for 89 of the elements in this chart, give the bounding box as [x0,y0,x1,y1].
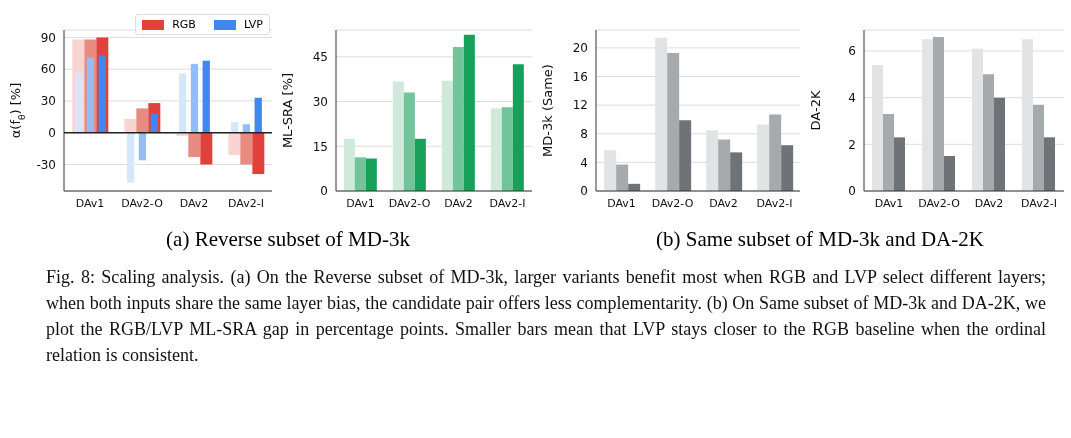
bar [136,108,149,133]
bar [231,122,239,133]
bar [512,64,524,191]
x-tick-label: DAv2-O [918,196,961,210]
x-tick-label: DAv2-O [388,196,431,210]
bar [994,97,1005,191]
x-tick-label: DAv1 [607,196,636,210]
y-axis-title: MD-3k (Same) [540,64,555,157]
y-tick-label: 6 [848,44,856,59]
bar [1044,137,1055,191]
y-tick-label: 30 [312,94,328,109]
bar [490,108,502,191]
bar [718,139,731,191]
bar [190,63,199,133]
bar [616,164,629,191]
bar [667,52,680,191]
bar [252,132,265,175]
legend-label: LVP [243,18,263,31]
y-axis-title: DA-2K [808,90,823,131]
bar [933,37,944,191]
bar [179,73,187,133]
y-axis-title: ML-SRA [%] [280,72,295,149]
bar [200,132,213,165]
x-tick-label: DAv2 [444,196,473,210]
x-tick-label: DAv1 [75,196,105,210]
x-tick-label: DAv1 [874,196,904,210]
y-tick-label: 8 [580,127,588,142]
bar [254,97,262,133]
bar [75,72,83,133]
x-tick-label: DAv2 [179,196,209,210]
bar [781,145,794,191]
y-tick-label: 16 [572,69,588,84]
bar [679,120,692,191]
bar [98,55,106,133]
bar [343,138,355,191]
bar [228,132,241,155]
bar [883,114,894,191]
x-tick-label: DAv2-O [121,196,164,210]
y-tick-label: 45 [312,50,328,65]
bar [124,118,137,133]
x-tick-label: DAv2-O [651,196,694,210]
y-tick-label: 30 [40,94,56,109]
bar [983,74,994,191]
x-tick-label: DAv2-I [1021,196,1057,210]
y-tick-label: 60 [40,62,56,77]
x-tick-label: DAv2-I [228,196,264,210]
x-tick-label: DAv2 [709,196,738,210]
bar [138,132,147,161]
bar [452,46,464,191]
legend-label: RGB [172,18,196,31]
bar [463,34,475,191]
y-tick-label: -30 [36,157,56,172]
x-tick-label: DAv2 [974,196,1004,210]
bar [150,113,158,133]
y-tick-label: 4 [580,155,588,170]
y-tick-label: 0 [580,184,588,199]
bar [202,60,210,133]
text: (a) Reverse subset of MD-3k [165,227,411,252]
y-tick-label: 2 [848,137,856,152]
bar [365,158,377,191]
bar [730,152,743,191]
y-tick-label: 20 [572,41,588,56]
bar [392,81,404,191]
bar [240,132,253,165]
x-tick-label: DAv2-I [489,196,526,210]
y-tick-label: 90 [40,30,56,45]
y-tick-label: 12 [572,98,588,113]
text: (b) Same subset of MD-3k and DA-2K [655,227,985,252]
bar [354,157,366,191]
y-tick-label: 0 [48,126,56,140]
x-tick-label: DAv1 [346,196,375,210]
bar [1033,104,1044,191]
x-tick-label: DAv2-I [756,196,793,210]
bar [769,114,782,191]
y-tick-label: 0 [848,184,856,199]
y-tick-label: 4 [848,90,856,105]
y-tick-label: 0 [320,184,328,199]
bar [414,138,426,191]
bar [894,137,905,191]
y-tick-label: 15 [312,139,328,154]
bar [86,57,95,133]
bar [944,156,955,191]
bar [441,80,453,191]
bar [501,107,513,191]
bar [188,132,201,158]
bar [403,92,415,191]
bar [176,132,189,136]
caption: Fig. 8: Scaling analysis. (a) On the Reverse subset of MD-3k, larger variants benefit most when RGB and LVP select different layers; when both inputs share the same layer bias, the candidate pair offers less complementarity. (b) On Same subset of MD-3k and DA-2K, we plot the RGB/LVP ML-SRA gap in percentage points. Smaller bars mean that LVP stays closer to the RGB baseline when the ordinal relation is consistent. [46,266,1046,367]
bar [127,132,135,183]
